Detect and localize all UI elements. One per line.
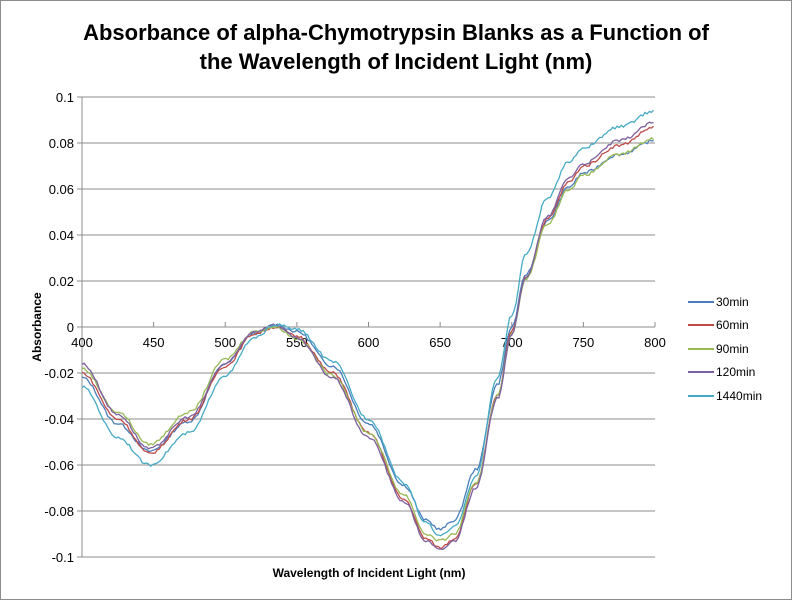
y-tick-label: 0.08: [49, 136, 74, 151]
legend-label: 120min: [716, 365, 756, 380]
legend-item: 30min: [688, 290, 762, 314]
x-tick-label: 800: [644, 335, 666, 350]
legend-item: 120min: [688, 361, 762, 385]
series-line-1440min: [81, 109, 655, 537]
legend-swatch-icon: [688, 347, 714, 350]
y-tick-label: -0.1: [52, 550, 74, 565]
legend-item: 60min: [688, 314, 762, 338]
x-tick-label: 600: [358, 335, 380, 350]
legend-swatch-icon: [688, 300, 714, 303]
legend-label: 30min: [716, 294, 749, 309]
legend-swatch-icon: [688, 371, 714, 374]
chart-title: Absorbance of alpha-Chymotrypsin Blanks …: [0, 18, 792, 76]
y-tick-label: -0.06: [44, 458, 74, 473]
x-tick-label: 450: [143, 335, 165, 350]
legend-label: 1440min: [716, 388, 763, 403]
title-line-1: Absorbance of alpha-Chymotrypsin Blanks …: [83, 20, 709, 45]
x-tick-label: 750: [573, 335, 595, 350]
y-tick-label: 0.02: [49, 274, 74, 289]
y-tick-label: -0.04: [44, 412, 74, 427]
x-tick-label: 650: [429, 335, 451, 350]
y-axis-label: Absorbance: [30, 292, 44, 362]
legend-swatch-icon: [688, 394, 714, 397]
y-tick-label: 0.06: [49, 182, 74, 197]
y-tick-label: 0.04: [49, 228, 74, 243]
series-line-30min: [81, 139, 654, 531]
series-line-90min: [81, 136, 655, 542]
y-tick-label: 0: [67, 320, 74, 335]
series-line-120min: [81, 121, 654, 550]
y-tick-label: -0.08: [44, 504, 74, 519]
title-line-2: the Wavelength of Incident Light (nm): [199, 49, 593, 74]
legend-swatch-icon: [688, 324, 714, 327]
x-axis-label: Wavelength of Incident Light (nm): [272, 566, 466, 580]
y-tick-label: -0.02: [44, 366, 74, 381]
x-tick-label: 400: [71, 335, 93, 350]
legend: 30min 60min 90min 120min 1440min: [688, 290, 762, 408]
x-tick-label: 500: [214, 335, 236, 350]
series-line-60min: [81, 125, 655, 550]
legend-item: 1440min: [688, 384, 762, 408]
y-tick-label: 0.1: [56, 90, 74, 105]
legend-label: 90min: [716, 341, 749, 356]
legend-item: 90min: [688, 337, 762, 361]
legend-label: 60min: [716, 318, 749, 333]
